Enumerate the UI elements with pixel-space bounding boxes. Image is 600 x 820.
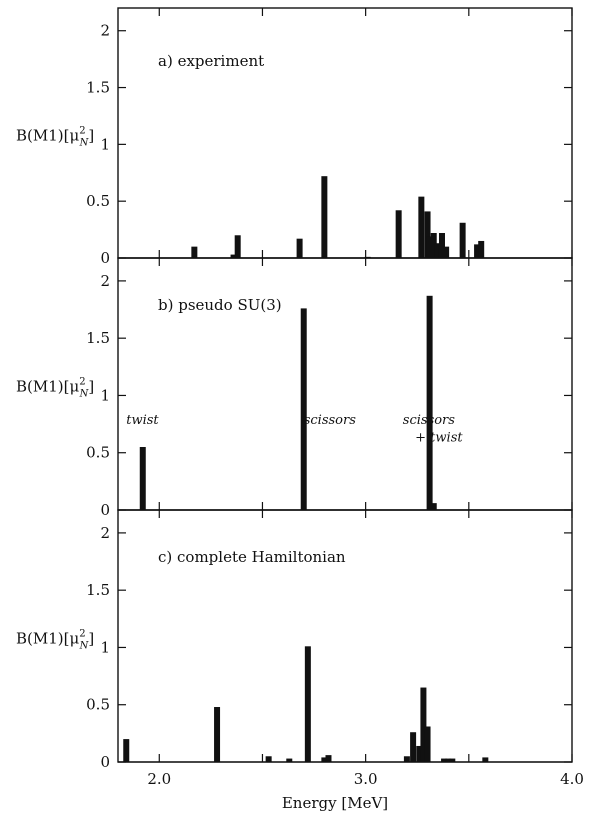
panel-title: a) experiment [158, 52, 264, 70]
y-axis-label-sub: N [79, 388, 90, 399]
panel-2: 00.511.52B(M1)[μ2 N]b) pseudo SU(3)twist s… [16, 257, 573, 519]
panel-title: c) complete Hamiltonian [158, 548, 346, 566]
x-tick-label: 2.0 [147, 770, 171, 788]
bar [474, 244, 481, 258]
y-tick-label: 0 [100, 753, 110, 771]
bar [424, 726, 431, 762]
bar [430, 233, 437, 258]
y-axis-label-main: B(M1) [16, 377, 64, 395]
y-tick-label: 0.5 [86, 192, 110, 210]
y-tick-label: 1.5 [86, 79, 110, 97]
y-tick-label: 1.5 [86, 581, 110, 599]
y-axis-label-main: B(M1) [16, 629, 64, 647]
bar [395, 210, 402, 258]
bar [443, 246, 450, 258]
y-tick-label: 2 [100, 272, 110, 290]
y-tick-label: 0 [100, 501, 110, 519]
bar [191, 246, 198, 258]
x-tick-label: 3.0 [354, 770, 378, 788]
y-tick-label: 1 [100, 386, 110, 404]
y-axis-label-main: B(M1) [16, 126, 64, 144]
y-axis-label-sup: 2 [79, 628, 85, 639]
bar [410, 732, 417, 762]
bar [123, 739, 130, 762]
bar [286, 758, 293, 762]
y-tick-label: 1 [100, 135, 110, 153]
panel-3: 00.511.52B(M1)[μ2 N]c) complete Hamiltoni… [16, 509, 573, 771]
bar [424, 211, 431, 258]
bar [445, 758, 452, 762]
y-tick-label: 0.5 [86, 444, 110, 462]
y-tick-label: 2 [100, 524, 110, 542]
bar [296, 238, 303, 258]
y-tick-label: 2 [100, 22, 110, 40]
y-axis-label: B(M1)[μ2 N] [16, 628, 94, 651]
y-tick-label: 1.5 [86, 329, 110, 347]
x-tick-label: 4.0 [560, 770, 584, 788]
y-axis-label-sup: 2 [79, 376, 85, 387]
x-axis-label: Energy [MeV] [282, 794, 388, 812]
y-axis-label-close: ] [88, 629, 94, 647]
y-axis-label-close: ] [88, 126, 94, 144]
panel-1: 00.511.52B(M1)[μ2 N]a) experiment [16, 7, 573, 267]
annotation: + twist [415, 430, 463, 445]
bar [459, 222, 466, 258]
annotation: scissors [304, 413, 356, 428]
bar [420, 687, 427, 762]
bar [418, 196, 425, 258]
bar [321, 757, 328, 762]
bar [325, 755, 332, 762]
bar [230, 254, 237, 258]
annotation: twist [126, 413, 159, 428]
y-axis-label: B(M1)[μ2 N] [16, 125, 94, 148]
panel-frame [117, 7, 573, 259]
bar [304, 646, 311, 762]
y-axis-label: B(M1)[μ2 N] [16, 376, 94, 399]
bar [441, 758, 448, 762]
bar [403, 756, 410, 762]
bar [234, 235, 241, 258]
y-axis-label-unit: [μ [64, 126, 80, 144]
y-tick-label: 1 [100, 638, 110, 656]
y-axis-label-unit: [μ [64, 377, 80, 395]
panel-title: b) pseudo SU(3) [158, 296, 282, 314]
bar [214, 707, 221, 762]
bar [438, 233, 445, 258]
bar [482, 757, 489, 762]
bar [449, 758, 456, 762]
bar [321, 176, 328, 258]
bar [416, 745, 423, 762]
bar [265, 756, 272, 762]
y-axis-label-unit: [μ [64, 629, 80, 647]
bar [434, 243, 441, 258]
bar [430, 503, 437, 510]
bar [426, 236, 433, 258]
y-tick-label: 0 [100, 249, 110, 267]
bar [478, 240, 485, 258]
y-axis-label-sup: 2 [79, 125, 85, 136]
bar [300, 308, 307, 510]
bar [139, 447, 146, 510]
y-axis-label-sub: N [79, 137, 90, 148]
y-tick-label: 0.5 [86, 696, 110, 714]
bar [426, 295, 433, 510]
y-axis-label-sub: N [79, 640, 90, 651]
y-axis-label-close: ] [88, 377, 94, 395]
